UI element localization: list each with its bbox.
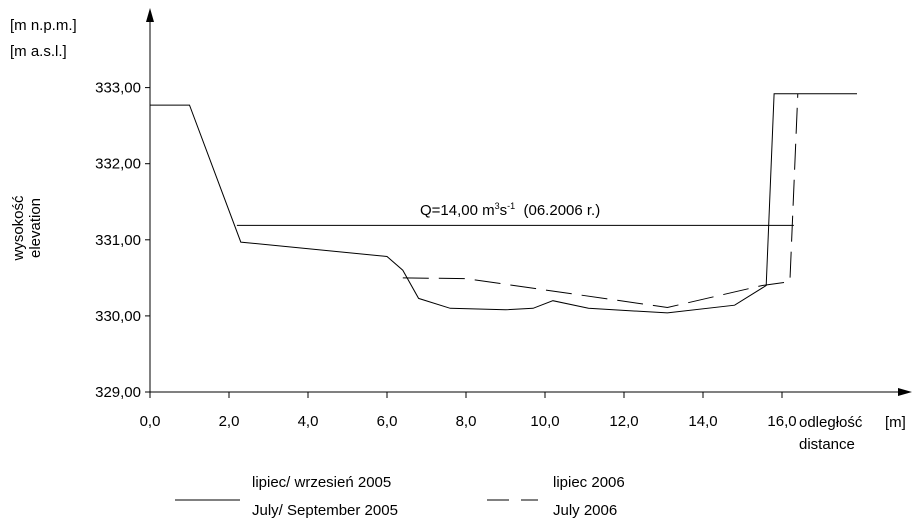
y-tick-label: 333,00 — [95, 80, 141, 97]
y-unit-label: [m a.s.l.] — [10, 43, 67, 60]
y-ticks: 329,00 330,00 331,00 332,00 333,00 — [95, 80, 150, 401]
legend-label: lipiec/ wrzesień 2005 — [252, 474, 391, 491]
water-level-label: Q=14,00 m3s-1 (06.2006 r.) — [420, 201, 600, 219]
x-axis-title: distance — [799, 436, 855, 453]
x-axis-arrow — [898, 388, 912, 396]
legend-label: July/ September 2005 — [252, 502, 398, 519]
x-ticks: 0,0 2,0 4,0 6,0 8,0 10,0 12,0 14,0 16,0 — [140, 392, 797, 430]
y-axis-title: wysokość — [10, 195, 27, 262]
x-tick-label: 16,0 — [767, 413, 796, 430]
y-tick-label: 331,00 — [95, 232, 141, 249]
x-tick-label: 6,0 — [377, 413, 398, 430]
y-tick-label: 332,00 — [95, 156, 141, 173]
x-unit-label: [m] — [885, 414, 906, 431]
x-tick-label: 12,0 — [609, 413, 638, 430]
x-tick-label: 4,0 — [298, 413, 319, 430]
legend: lipiec/ wrzesień 2005 July/ September 20… — [175, 474, 625, 519]
x-axis-title: odległość — [799, 414, 863, 431]
x-tick-label: 0,0 — [140, 413, 161, 430]
x-tick-label: 8,0 — [456, 413, 477, 430]
legend-label: July 2006 — [553, 502, 617, 519]
series-line-2006 — [402, 93, 799, 309]
x-tick-label: 2,0 — [219, 413, 240, 430]
y-axis-arrow — [146, 8, 154, 22]
y-tick-label: 329,00 — [95, 384, 141, 401]
y-unit-label: [m n.p.m.] — [10, 17, 77, 34]
y-axis-title: elevation — [27, 198, 44, 258]
y-tick-label: 330,00 — [95, 308, 141, 325]
x-tick-label: 10,0 — [530, 413, 559, 430]
x-tick-label: 14,0 — [688, 413, 717, 430]
series-line-2005 — [150, 93, 857, 314]
legend-label: lipiec 2006 — [553, 474, 625, 491]
